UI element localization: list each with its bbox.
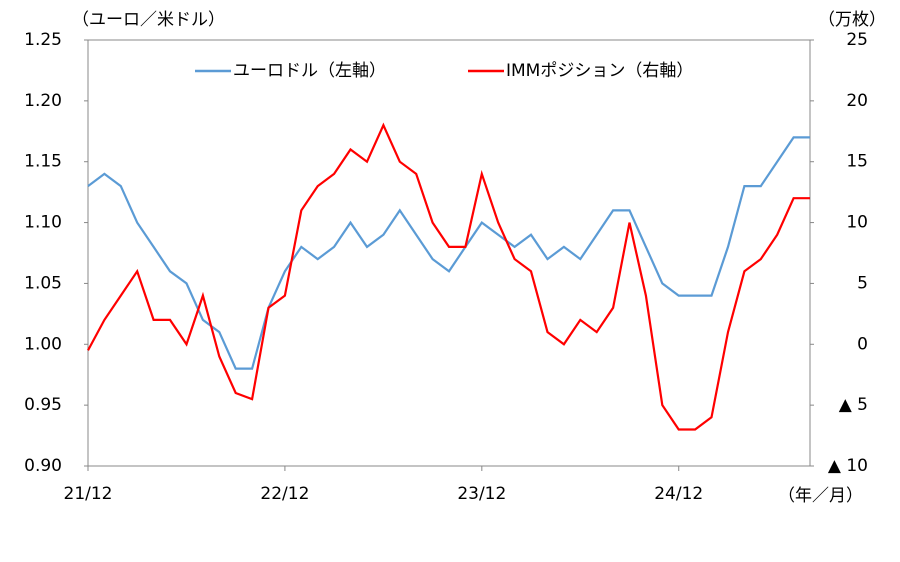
x-tick-label: 23/12: [457, 484, 506, 504]
y-tick-label: 1.15: [24, 152, 62, 172]
y2-tick-label: 15: [846, 152, 868, 172]
x-axis-label: （年／月）: [778, 486, 863, 506]
x-tick-label: 22/12: [260, 484, 309, 504]
y-tick-label: 1.20: [24, 91, 62, 111]
y2-tick-label: 20: [846, 91, 868, 111]
y2-tick-label: 0: [857, 334, 868, 354]
y2-axis-label: （万枚）: [818, 10, 886, 30]
y2-tick-label: 5: [857, 273, 868, 293]
y-tick-label: 1.25: [24, 30, 62, 50]
y-tick-label: 1.00: [24, 334, 62, 354]
y2-tick-label: 10: [846, 213, 868, 233]
y-axis-label: （ユーロ／米ドル）: [72, 10, 225, 30]
y-tick-label: 0.95: [24, 395, 62, 415]
series-line: [87, 122, 810, 431]
y2-tick-label: ▲ 10: [828, 456, 868, 476]
x-tick-label: 21/12: [64, 484, 113, 504]
legend-label: IMMポジション（右軸）: [506, 61, 693, 81]
legend-label: ユーロドル（左軸）: [233, 61, 386, 81]
y-tick-label: 1.10: [24, 213, 62, 233]
y2-tick-label: 25: [846, 30, 868, 50]
y-tick-label: 1.05: [24, 273, 62, 293]
y-tick-label: 0.90: [24, 456, 62, 476]
y2-tick-label: ▲ 5: [839, 395, 868, 415]
plot-frame: [87, 39, 811, 467]
x-tick-label: 24/12: [654, 484, 703, 504]
series-line: [87, 136, 810, 370]
